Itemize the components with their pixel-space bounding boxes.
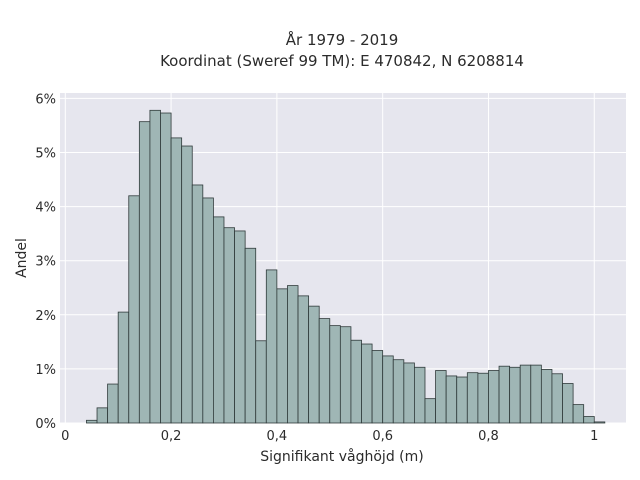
histogram-bar (435, 370, 447, 424)
x-tick-label: 0,2 (161, 429, 182, 444)
histogram-bar (382, 355, 394, 424)
x-tick-label: 0,6 (372, 429, 393, 444)
histogram-bar (488, 370, 500, 424)
histogram-bars (86, 109, 606, 424)
histogram-bar (551, 373, 563, 424)
histogram-bar (350, 339, 362, 424)
chart-subtitle: Koordinat (Sweref 99 TM): E 470842, N 62… (160, 52, 524, 70)
y-tick-label: 2% (35, 309, 56, 324)
histogram-bar (96, 407, 109, 424)
histogram-bar (329, 325, 341, 424)
histogram-bar (149, 109, 161, 424)
histogram-bar (181, 145, 193, 424)
histogram-bar (530, 364, 542, 424)
x-tick-label: 0 (61, 429, 69, 444)
y-tick-label: 5% (35, 147, 56, 162)
histogram-bar (583, 416, 595, 424)
x-tick-label: 0,8 (478, 429, 499, 444)
histogram-bar (202, 197, 214, 424)
histogram-bar (128, 195, 140, 424)
histogram-bar (276, 288, 288, 424)
y-tick-label: 1% (35, 363, 56, 378)
histogram-bar (318, 318, 331, 424)
y-tick-label: 4% (35, 201, 56, 216)
y-tick-label: 6% (35, 92, 56, 107)
histogram-bar (117, 311, 130, 424)
histogram-bar (244, 247, 257, 424)
histogram-bar (371, 350, 384, 424)
histogram-bar (138, 121, 151, 424)
histogram-bar (519, 364, 532, 424)
x-axis-label: Signifikant våghöjd (m) (260, 448, 423, 465)
histogram-bar (403, 362, 415, 424)
histogram-bar (392, 359, 405, 424)
chart-title: År 1979 - 2019 (286, 30, 399, 49)
histogram-bar (223, 227, 235, 424)
y-tick-label: 3% (35, 255, 56, 270)
histogram-bar (297, 295, 310, 424)
histogram-bar (572, 404, 585, 424)
histogram-bar (509, 366, 521, 424)
histogram-bar (287, 285, 299, 424)
histogram-bar (498, 365, 511, 424)
histogram-bar (593, 421, 606, 424)
histogram-bar (255, 340, 267, 424)
y-tick-label: 0% (35, 417, 56, 432)
histogram-bar (191, 184, 204, 424)
histogram-bar (562, 383, 574, 424)
x-tick-label: 0,4 (267, 429, 288, 444)
histogram-bar (477, 372, 489, 424)
histogram-bar (265, 269, 278, 424)
histogram-bar (86, 419, 98, 424)
histogram-bar (339, 326, 352, 424)
histogram-bar (414, 366, 426, 424)
y-axis-ticks: 0% 1% 2% 3% 4% 5% 6% (35, 92, 56, 432)
histogram-bar (213, 216, 225, 424)
histogram-bar (424, 398, 436, 424)
x-tick-label: 1 (590, 429, 598, 444)
histogram-bar (361, 343, 373, 424)
histogram-bar (445, 375, 458, 424)
histogram-bar (456, 376, 468, 424)
histogram-bar (308, 305, 320, 424)
y-axis-label: Andel (14, 238, 30, 278)
histogram-bar (466, 372, 479, 424)
histogram-bar (170, 137, 183, 424)
histogram-bar (107, 383, 119, 424)
histogram-bar (540, 369, 553, 424)
histogram-bar (234, 230, 246, 424)
x-axis-ticks: 0 0,2 0,4 0,6 0,8 1 (61, 429, 598, 444)
histogram-bar (160, 112, 172, 424)
